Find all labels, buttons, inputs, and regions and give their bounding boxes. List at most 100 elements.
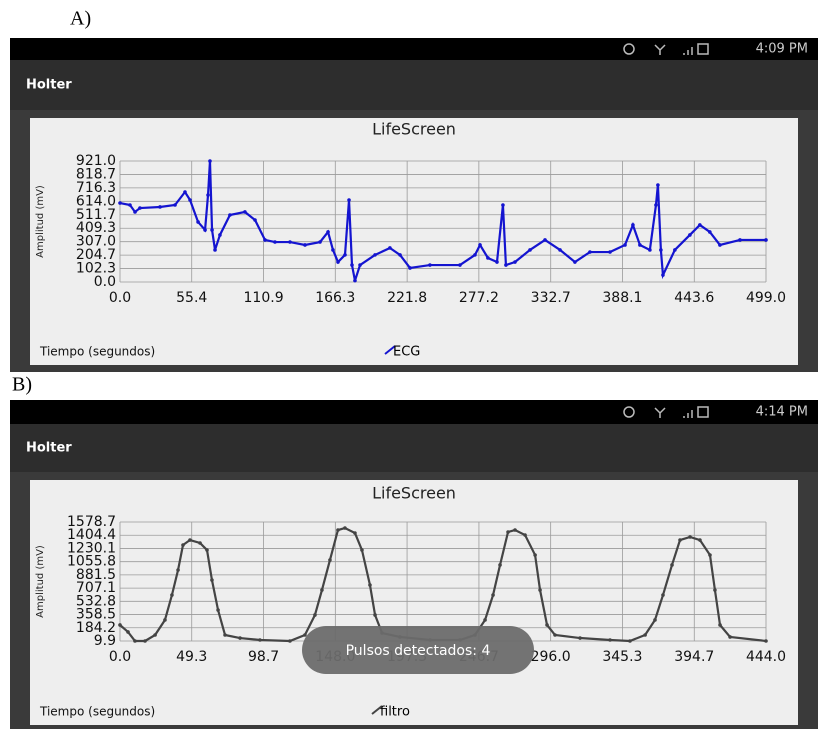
data-point [653,618,657,622]
data-point [218,233,222,237]
data-point [228,213,232,217]
data-point [643,633,647,637]
data-point [678,538,682,542]
data-point [320,588,324,592]
data-point [183,190,187,194]
data-point [208,159,212,163]
data-point [495,260,499,264]
data-point [263,238,267,242]
data-point [498,563,502,567]
data-point [428,263,432,267]
x-axis-label: Tiempo (segundos) [39,705,155,719]
chart-box [30,480,798,725]
data-point [608,638,612,642]
data-point [273,240,277,244]
x-tick-label: 444.0 [746,649,786,665]
x-tick-label: 0.0 [109,649,131,665]
status-time: 4:09 PM [756,42,808,57]
data-point [216,608,220,612]
data-point [303,243,307,247]
data-point [718,623,722,627]
data-point [258,638,262,642]
data-point [206,193,210,197]
data-point [473,253,477,257]
data-point [623,243,627,247]
toast-text: Pulsos detectados: 4 [346,643,491,659]
x-tick-label: 49.3 [176,649,207,665]
data-point [358,263,362,267]
data-point [313,613,317,617]
data-point [253,218,257,222]
data-point [486,256,490,260]
data-point [673,248,677,252]
data-point [728,635,732,639]
panel-a: A) 4:09 PM Holter [10,8,818,372]
data-point [210,578,214,582]
data-point [188,198,192,202]
data-point [133,639,137,643]
data-point [347,198,351,202]
y-tick-label: 921.0 [76,153,116,169]
x-tick-label: 110.9 [244,290,284,306]
data-point [513,528,517,532]
data-point [659,248,663,252]
app-title: Holter [26,78,72,93]
app-bar [10,424,818,472]
chart-title: LifeScreen [372,120,456,139]
data-point [764,238,768,242]
data-point [343,526,347,530]
data-point [506,530,510,534]
data-point [718,243,722,247]
x-tick-label: 98.7 [248,649,279,665]
data-point [328,558,332,562]
x-tick-label: 55.4 [176,290,207,306]
chart-title: LifeScreen [372,484,456,503]
data-point [126,630,130,634]
data-point [708,553,712,557]
data-point [138,206,142,210]
x-tick-label: 499.0 [746,290,786,306]
data-point [373,253,377,257]
data-point [118,201,122,205]
data-point [243,210,247,214]
data-point [483,618,487,622]
data-point [533,553,537,557]
data-point [528,248,532,252]
data-point [188,538,192,542]
data-point [303,633,307,637]
app-bar [10,60,818,110]
data-point [118,623,122,627]
data-point [223,633,227,637]
status-bar [10,38,818,60]
data-point [688,233,692,237]
data-point [638,243,642,247]
data-point [336,528,340,532]
data-point [698,538,702,542]
data-point [336,260,340,264]
data-point [543,238,547,242]
data-point [661,593,665,597]
y-axis-label: Amplitud (mV) [35,545,46,618]
legend-label: ECG [393,345,420,360]
data-point [173,203,177,207]
data-point [553,633,557,637]
screenshot-figure: A) 4:09 PM Holter B) 4:14 PM Holter Life… [0,0,820,729]
data-point [128,203,132,207]
data-point [648,248,652,252]
legend-label: filtro [380,705,410,720]
x-tick-label: 443.6 [674,290,714,306]
data-point [491,593,495,597]
app-title: Holter [26,441,72,456]
data-point [203,228,207,232]
panel-b: B) 4:14 PM Holter [10,374,818,729]
data-point [573,260,577,264]
data-point [713,588,717,592]
data-point [213,248,217,252]
data-point [698,223,702,227]
data-point [764,639,768,643]
x-tick-label: 0.0 [109,290,131,306]
data-point [608,250,612,254]
data-point [198,541,202,545]
panel-label: B) [12,374,32,396]
y-axis-label: Amplitud (mV) [35,185,46,258]
